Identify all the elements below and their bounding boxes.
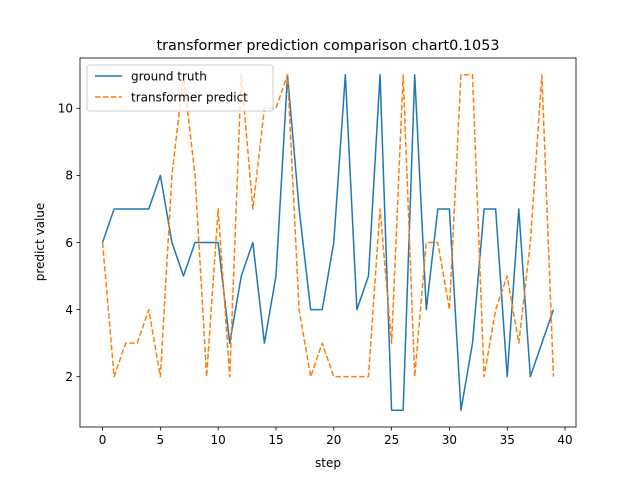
x-tick-label: 30 [442,433,457,447]
plot-area: 0 5 10 15 20 25 30 35 40 2 4 6 8 10 ground truth transf… [58,57,577,447]
x-tick-label: 0 [99,433,107,447]
y-tick-label: 10 [58,102,73,116]
x-tick-label: 10 [211,433,226,447]
legend-label-1: ground truth [131,70,207,84]
x-tick-label: 25 [384,433,399,447]
y-tick-label: 8 [65,169,73,183]
y-tick-label: 4 [65,303,73,317]
legend: ground truth transformer predict [86,64,274,112]
x-tick-label: 35 [500,433,515,447]
legend-box [86,64,274,112]
x-axis-label: step [315,456,341,470]
x-tick-label: 40 [557,433,572,447]
y-axis-label: predict value [33,203,47,282]
legend-label-2: transformer predict [131,91,248,105]
series-line-1 [101,74,555,411]
x-tick-label: 15 [268,433,283,447]
chart-title: transformer prediction comparison chart0… [156,38,499,54]
x-tick-label: 20 [326,433,341,447]
x-tick-label: 5 [157,433,165,447]
series-line-2 [101,74,555,378]
y-tick-label: 6 [65,236,73,250]
y-tick-label: 2 [65,370,73,384]
